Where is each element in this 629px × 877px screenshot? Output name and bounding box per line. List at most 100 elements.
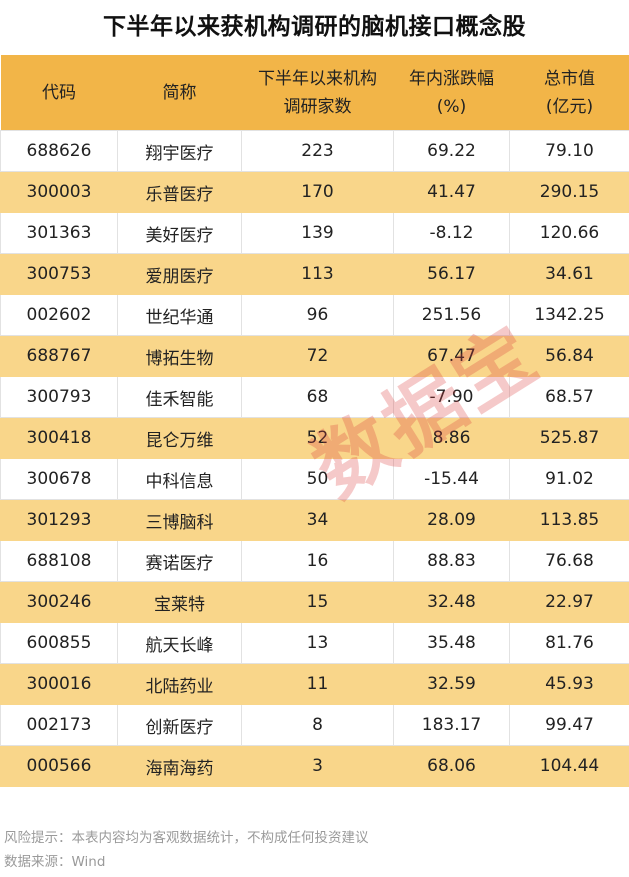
table-cell: 45.93	[509, 663, 629, 705]
table-cell: 113.85	[509, 499, 629, 541]
column-header-line: 简称	[162, 82, 197, 103]
table-cell: 96	[241, 294, 394, 336]
table-cell: 300016	[0, 663, 118, 705]
column-header-line: 代码	[42, 82, 76, 103]
table-cell: 34	[241, 499, 394, 541]
table-cell: 赛诺医疗	[117, 540, 242, 582]
table-row: 301363 美好医疗 139 -8.12 120.66	[0, 212, 629, 254]
table-cell: 32.48	[393, 581, 510, 623]
table-cell: 8.86	[393, 417, 510, 459]
page-title: 下半年以来获机构调研的脑机接口概念股	[103, 14, 526, 40]
table-row: 002602 世纪华通 96 251.56 1342.25	[0, 294, 629, 336]
column-header: 总市值 (亿元)	[509, 55, 629, 131]
table-cell: 000566	[0, 745, 118, 787]
table-cell: 航天长峰	[117, 622, 242, 664]
table-cell: 251.56	[393, 294, 510, 336]
footer: 风险提示：本表内容均为客观数据统计，不构成任何投资建议 数据来源：Wind	[4, 826, 369, 874]
table-cell: 688626	[0, 130, 118, 172]
table-row: 300016 北陆药业 11 32.59 45.93	[0, 663, 629, 705]
table-row: 300678 中科信息 50 -15.44 91.02	[0, 458, 629, 500]
table-cell: 三博脑科	[117, 499, 242, 541]
table-row: 300003 乐普医疗 170 41.47 290.15	[0, 171, 629, 213]
table-cell: 300246	[0, 581, 118, 623]
table-cell: 104.44	[509, 745, 629, 787]
table-cell: 创新医疗	[117, 704, 242, 746]
table-cell: 91.02	[509, 458, 629, 500]
table-cell: 北陆药业	[117, 663, 242, 705]
table-cell: 32.59	[393, 663, 510, 705]
table-cell: 佳禾智能	[117, 376, 242, 418]
table-cell: 50	[241, 458, 394, 500]
table-cell: 68.57	[509, 376, 629, 418]
table-header: 代码 简称 下半年以来机构 调研家数 年内涨跌幅 (%) 总市值 (亿元)	[0, 55, 629, 131]
table-cell: 183.17	[393, 704, 510, 746]
table-row: 300793 佳禾智能 68 -7.90 68.57	[0, 376, 629, 418]
table-row: 301293 三博脑科 34 28.09 113.85	[0, 499, 629, 541]
table-cell: 113	[241, 253, 394, 295]
table-cell: 22.97	[509, 581, 629, 623]
table-cell: 223	[241, 130, 394, 172]
table-cell: 28.09	[393, 499, 510, 541]
table-row: 300753 爱朋医疗 113 56.17 34.61	[0, 253, 629, 295]
table-cell: 昆仑万维	[117, 417, 242, 459]
table-row: 000566 海南海药 3 68.06 104.44	[0, 745, 629, 787]
table-cell: 16	[241, 540, 394, 582]
table-cell: 52	[241, 417, 394, 459]
table-cell: 13	[241, 622, 394, 664]
column-header: 简称	[117, 55, 242, 131]
table-cell: 81.76	[509, 622, 629, 664]
table-cell: 300003	[0, 171, 118, 213]
table-cell: 美好医疗	[117, 212, 242, 254]
table-cell: 600855	[0, 622, 118, 664]
table-cell: 139	[241, 212, 394, 254]
table-cell: 中科信息	[117, 458, 242, 500]
table-cell: 301293	[0, 499, 118, 541]
table-cell: -15.44	[393, 458, 510, 500]
table-cell: 博拓生物	[117, 335, 242, 377]
table-row: 688767 博拓生物 72 67.47 56.84	[0, 335, 629, 377]
table-row: 300418 昆仑万维 52 8.86 525.87	[0, 417, 629, 459]
risk-note: 风险提示：本表内容均为客观数据统计，不构成任何投资建议	[4, 830, 369, 846]
table-cell: 79.10	[509, 130, 629, 172]
table-row: 300246 宝莱特 15 32.48 22.97	[0, 581, 629, 623]
table-cell: 525.87	[509, 417, 629, 459]
table-cell: 1342.25	[509, 294, 629, 336]
table-cell: 3	[241, 745, 394, 787]
table-cell: -8.12	[393, 212, 510, 254]
table-cell: 301363	[0, 212, 118, 254]
table-cell: 35.48	[393, 622, 510, 664]
table-cell: 002602	[0, 294, 118, 336]
table-cell: 41.47	[393, 171, 510, 213]
column-header-line: 年内涨跌幅	[409, 68, 494, 89]
table-cell: 67.47	[393, 335, 510, 377]
table-cell: 002173	[0, 704, 118, 746]
table-cell: 688108	[0, 540, 118, 582]
table-cell: 68	[241, 376, 394, 418]
table-cell: 世纪华通	[117, 294, 242, 336]
table-cell: 72	[241, 335, 394, 377]
table-cell: 海南海药	[117, 745, 242, 787]
table-cell: 乐普医疗	[117, 171, 242, 213]
table-cell: 翔宇医疗	[117, 130, 242, 172]
column-header: 下半年以来机构 调研家数	[241, 55, 394, 131]
column-header: 年内涨跌幅 (%)	[393, 55, 510, 131]
table-cell: -7.90	[393, 376, 510, 418]
stock-table: 代码 简称 下半年以来机构 调研家数 年内涨跌幅 (%) 总市值 (亿元) 688626 翔宇医…	[0, 55, 629, 787]
data-source: 数据来源：Wind	[4, 854, 106, 870]
table-cell: 爱朋医疗	[117, 253, 242, 295]
table-cell: 170	[241, 171, 394, 213]
table-cell: 688767	[0, 335, 118, 377]
table-cell: 300418	[0, 417, 118, 459]
table-row: 002173 创新医疗 8 183.17 99.47	[0, 704, 629, 746]
column-header-line: 下半年以来机构	[258, 68, 377, 89]
column-header-line: 总市值	[544, 68, 595, 89]
table-cell: 300793	[0, 376, 118, 418]
table-cell: 88.83	[393, 540, 510, 582]
column-header-line: (%)	[436, 96, 467, 117]
table-cell: 120.66	[509, 212, 629, 254]
table-cell: 300753	[0, 253, 118, 295]
table-cell: 56.17	[393, 253, 510, 295]
table-cell: 300678	[0, 458, 118, 500]
table-cell: 15	[241, 581, 394, 623]
table-cell: 8	[241, 704, 394, 746]
